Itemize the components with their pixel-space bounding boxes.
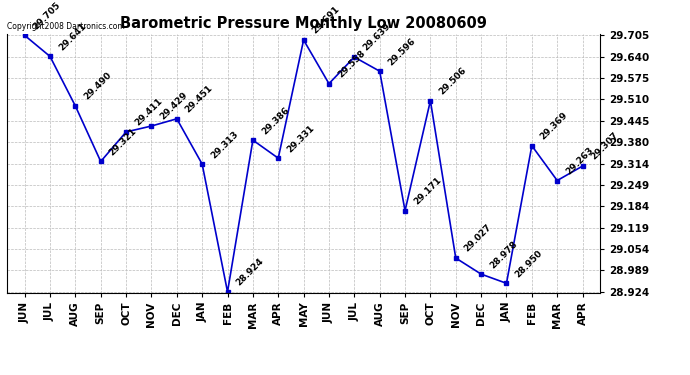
- Text: 29.429: 29.429: [159, 91, 190, 122]
- Text: 29.639: 29.639: [362, 22, 393, 53]
- Text: 29.263: 29.263: [564, 146, 595, 176]
- Text: 29.558: 29.558: [336, 48, 367, 80]
- Text: 29.307: 29.307: [589, 131, 620, 162]
- Text: 29.411: 29.411: [133, 97, 164, 128]
- Text: 29.321: 29.321: [108, 126, 139, 158]
- Text: 29.313: 29.313: [209, 129, 240, 160]
- Text: 29.506: 29.506: [437, 66, 469, 97]
- Text: 28.924: 28.924: [235, 256, 266, 288]
- Text: 29.369: 29.369: [539, 111, 570, 141]
- Text: 28.950: 28.950: [513, 248, 544, 279]
- Text: 29.705: 29.705: [32, 0, 63, 31]
- Title: Barometric Pressure Monthly Low 20080609: Barometric Pressure Monthly Low 20080609: [120, 16, 487, 31]
- Text: 29.691: 29.691: [310, 5, 342, 36]
- Text: 29.171: 29.171: [412, 176, 443, 207]
- Text: 29.490: 29.490: [82, 71, 113, 102]
- Text: 29.027: 29.027: [463, 223, 493, 254]
- Text: 29.596: 29.596: [386, 36, 417, 67]
- Text: 29.331: 29.331: [285, 123, 316, 154]
- Text: Copyright2008 Dartronics.com: Copyright2008 Dartronics.com: [7, 22, 125, 31]
- Text: 29.641: 29.641: [57, 21, 88, 52]
- Text: 28.978: 28.978: [488, 239, 519, 270]
- Text: 29.451: 29.451: [184, 84, 215, 115]
- Text: 29.386: 29.386: [260, 105, 290, 136]
